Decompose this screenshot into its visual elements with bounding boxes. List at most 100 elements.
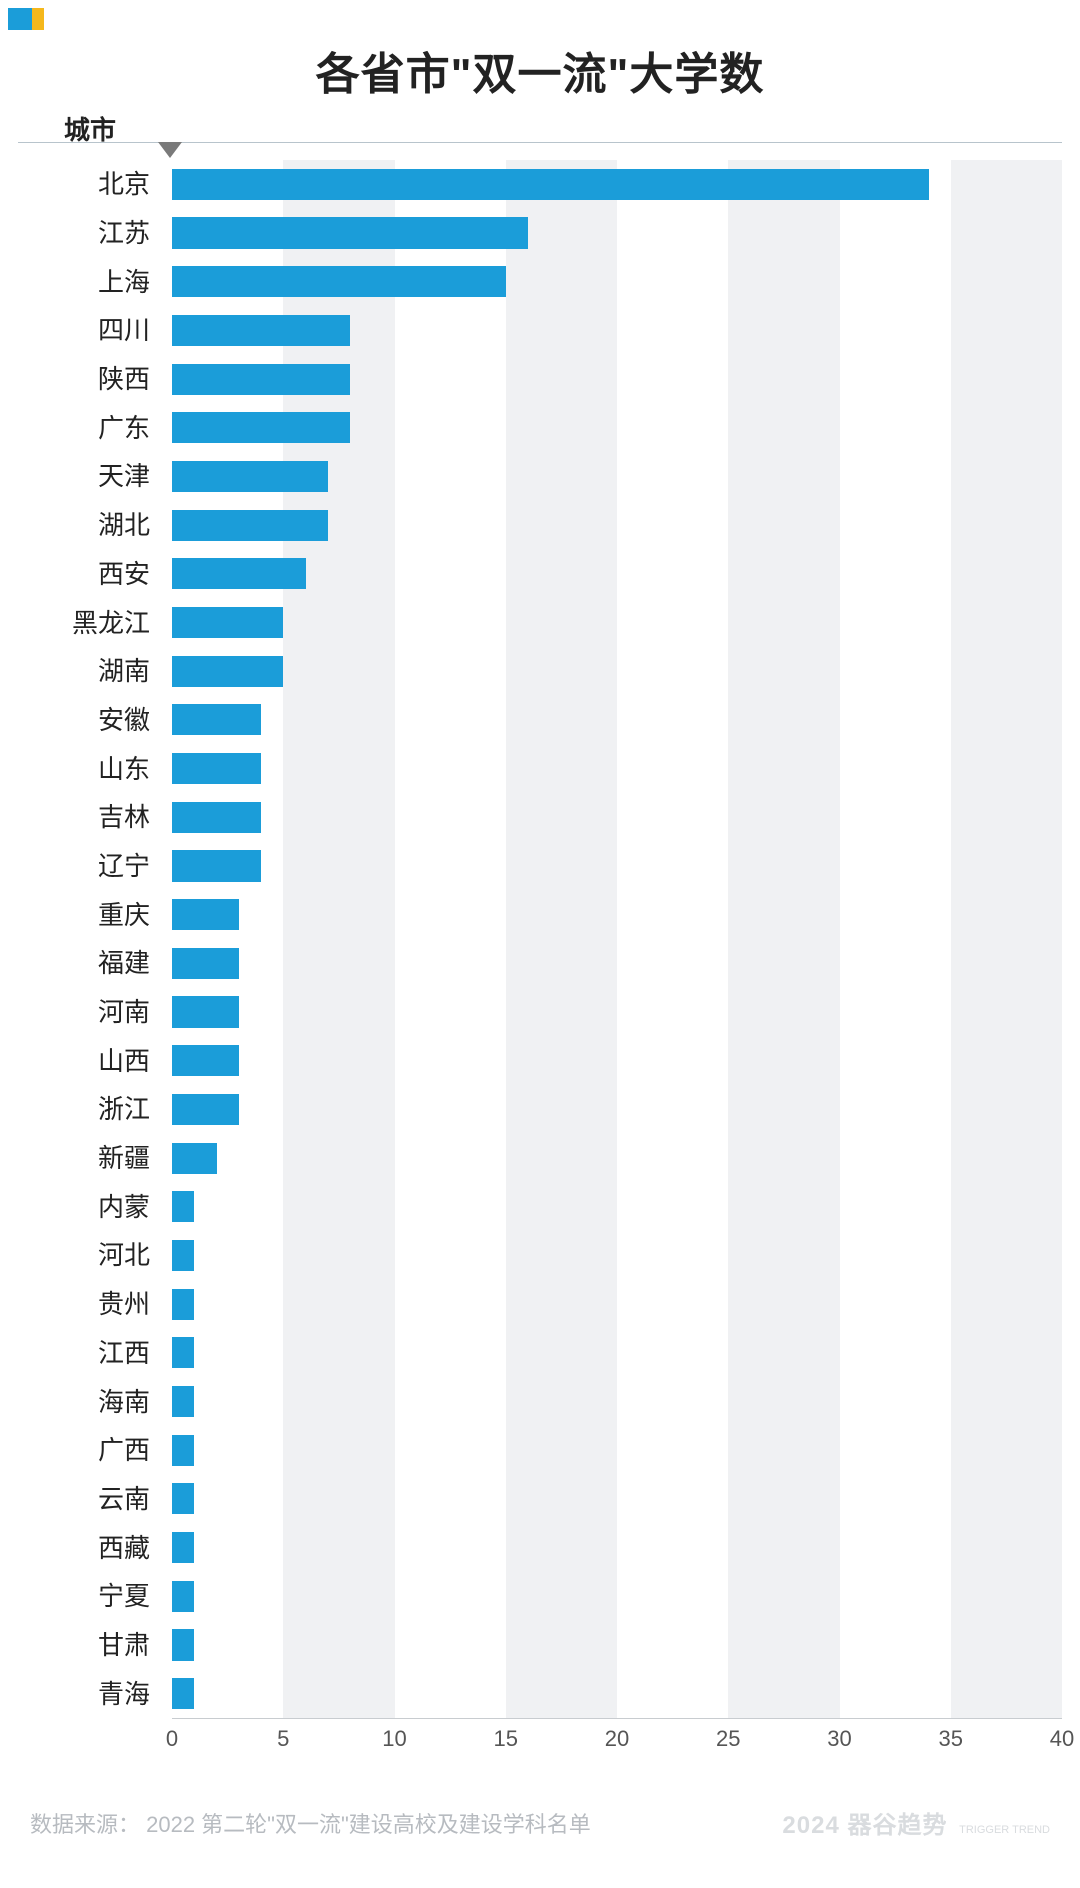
bar [172,1240,194,1271]
bar-row: 湖北 [172,501,1062,550]
bar [172,753,261,784]
bar-row: 河南 [172,988,1062,1037]
bar-row: 陕西 [172,355,1062,404]
bar-row: 青海 [172,1669,1062,1718]
bar-row: 福建 [172,939,1062,988]
corner-badge [8,8,44,30]
bar-row: 湖南 [172,647,1062,696]
bar-row: 宁夏 [172,1572,1062,1621]
bar-label: 吉林 [98,804,150,830]
bar [172,1386,194,1417]
bar [172,266,506,297]
bar [172,1094,239,1125]
watermark-year: 2024 [782,1812,839,1839]
bar [172,850,261,881]
bar-row: 西安 [172,550,1062,599]
bar-label: 青海 [98,1681,150,1707]
bar-row: 浙江 [172,1085,1062,1134]
bar-label: 浙江 [98,1096,150,1122]
x-tick: 25 [716,1726,740,1752]
bar-label: 江西 [98,1340,150,1366]
bar-row: 黑龙江 [172,598,1062,647]
bar-row: 上海 [172,257,1062,306]
bar-label: 天津 [98,463,150,489]
bar [172,169,929,200]
bar [172,996,239,1027]
bar-row: 广西 [172,1426,1062,1475]
bar-row: 山东 [172,744,1062,793]
bar-row: 重庆 [172,890,1062,939]
bar [172,948,239,979]
bar [172,802,261,833]
bar-label: 宁夏 [98,1583,150,1609]
bar-label: 新疆 [98,1145,150,1171]
bar-label: 广西 [98,1437,150,1463]
bar-row: 江西 [172,1329,1062,1378]
bar-label: 江苏 [98,220,150,246]
bar-row: 甘肃 [172,1621,1062,1670]
bar-label: 辽宁 [98,853,150,879]
x-tick: 5 [277,1726,289,1752]
bar-row: 西藏 [172,1523,1062,1572]
bar-label: 安徽 [98,707,150,733]
bar-row: 天津 [172,452,1062,501]
bar [172,1191,194,1222]
x-tick: 30 [827,1726,851,1752]
watermark-brand: 器谷趋势 [847,1812,947,1839]
watermark-sub: TRIGGER TREND [959,1824,1050,1836]
bar-label: 贵州 [98,1291,150,1317]
bar-label: 河南 [98,999,150,1025]
bar-label: 黑龙江 [72,610,150,636]
bar [172,1678,194,1709]
bar [172,1289,194,1320]
bar-label: 上海 [98,269,150,295]
bar [172,656,283,687]
bar-row: 海南 [172,1377,1062,1426]
bar-row: 河北 [172,1231,1062,1280]
bar-label: 山西 [98,1048,150,1074]
x-tick: 10 [382,1726,406,1752]
bar-label: 云南 [98,1486,150,1512]
bar [172,510,328,541]
bar-label: 陕西 [98,366,150,392]
bar [172,364,350,395]
x-axis-line [172,1718,1062,1719]
bar [172,704,261,735]
bar [172,1143,217,1174]
plot: 北京江苏上海四川陕西广东天津湖北西安黑龙江湖南安徽山东吉林辽宁重庆福建河南山西浙… [172,160,1062,1718]
bar-label: 甘肃 [98,1632,150,1658]
bar-row: 贵州 [172,1280,1062,1329]
bar-label: 河北 [98,1242,150,1268]
x-tick: 20 [605,1726,629,1752]
bar [172,1532,194,1563]
x-tick: 15 [494,1726,518,1752]
data-source: 数据来源： 2022 第二轮"双一流"建设高校及建设学科名单 [30,1807,591,1839]
bar-label: 海南 [98,1389,150,1415]
bar-label: 福建 [98,950,150,976]
bar-label: 西安 [98,561,150,587]
bar-row: 山西 [172,1036,1062,1085]
bar-row: 安徽 [172,696,1062,745]
bar [172,1045,239,1076]
bar [172,1581,194,1612]
bar [172,899,239,930]
x-tick: 0 [166,1726,178,1752]
sort-arrow-icon [158,142,182,158]
bar [172,1337,194,1368]
chart-area: 北京江苏上海四川陕西广东天津湖北西安黑龙江湖南安徽山东吉林辽宁重庆福建河南山西浙… [0,142,1062,1758]
bar [172,558,306,589]
bar-label: 北京 [98,171,150,197]
bar-row: 广东 [172,403,1062,452]
bar [172,607,283,638]
bar-label: 内蒙 [98,1194,150,1220]
bar [172,1629,194,1660]
bar-row: 内蒙 [172,1182,1062,1231]
bar-label: 西藏 [98,1535,150,1561]
bar-row: 云南 [172,1475,1062,1524]
bar [172,461,328,492]
watermark: 2024 器谷趋势 TRIGGER TREND [782,1805,1050,1840]
bar-row: 江苏 [172,209,1062,258]
bar-row: 北京 [172,160,1062,209]
bar-label: 湖北 [98,512,150,538]
bar-row: 四川 [172,306,1062,355]
